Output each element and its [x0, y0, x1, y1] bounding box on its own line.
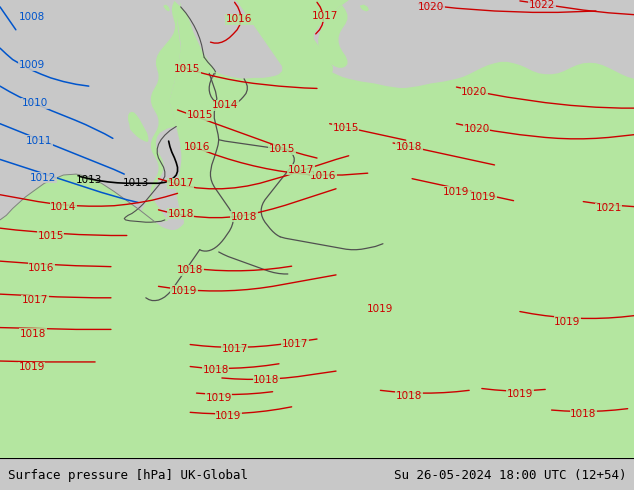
Text: 1018: 1018 — [20, 328, 46, 339]
Text: 1017: 1017 — [167, 178, 194, 188]
Text: 1019: 1019 — [205, 392, 232, 403]
Text: 1016: 1016 — [310, 172, 337, 181]
Polygon shape — [586, 280, 593, 288]
Text: 1015: 1015 — [174, 64, 200, 74]
Text: 1014: 1014 — [212, 100, 238, 110]
Text: 1018: 1018 — [253, 375, 280, 385]
Text: 1020: 1020 — [418, 2, 444, 12]
Text: 1018: 1018 — [167, 209, 194, 219]
Text: 1018: 1018 — [570, 409, 597, 419]
Text: 1018: 1018 — [177, 265, 204, 275]
Text: Surface pressure [hPa] UK-Global: Surface pressure [hPa] UK-Global — [8, 469, 248, 482]
Text: 1017: 1017 — [311, 11, 338, 21]
Text: 1020: 1020 — [461, 87, 488, 97]
Polygon shape — [578, 247, 588, 257]
Text: Su 26-05-2024 18:00 UTC (12+54): Su 26-05-2024 18:00 UTC (12+54) — [394, 469, 626, 482]
Text: 1013: 1013 — [75, 174, 102, 185]
Text: 1012: 1012 — [30, 173, 56, 183]
Polygon shape — [424, 418, 439, 429]
Polygon shape — [566, 216, 576, 224]
Text: 1019: 1019 — [554, 317, 581, 327]
Polygon shape — [550, 186, 566, 199]
Text: 1015: 1015 — [269, 145, 295, 154]
Text: 1017: 1017 — [22, 295, 48, 305]
Text: 1016: 1016 — [183, 142, 210, 151]
Text: 1009: 1009 — [18, 60, 45, 70]
Polygon shape — [318, 0, 349, 68]
Text: 1022: 1022 — [529, 0, 555, 10]
Polygon shape — [0, 0, 634, 458]
Text: 1019: 1019 — [18, 363, 45, 372]
Text: 1015: 1015 — [332, 123, 359, 133]
Text: 1021: 1021 — [595, 203, 622, 214]
Text: 1019: 1019 — [367, 304, 394, 314]
Text: 1019: 1019 — [470, 192, 496, 201]
Text: 1010: 1010 — [22, 98, 48, 108]
Polygon shape — [360, 4, 369, 11]
Text: 1011: 1011 — [26, 136, 53, 146]
Text: 1017: 1017 — [288, 165, 314, 174]
Text: 1018: 1018 — [396, 391, 422, 401]
Text: 1019: 1019 — [215, 411, 242, 420]
Text: 1008: 1008 — [18, 12, 45, 23]
Text: 1018: 1018 — [202, 365, 229, 375]
Polygon shape — [130, 1, 181, 222]
Polygon shape — [214, 414, 230, 425]
Text: 1020: 1020 — [463, 124, 490, 134]
Text: 1018: 1018 — [231, 212, 257, 221]
Text: 1019: 1019 — [443, 187, 470, 196]
Text: 1015: 1015 — [186, 110, 213, 121]
Polygon shape — [164, 4, 170, 11]
Text: 1014: 1014 — [50, 202, 77, 212]
Text: 1013: 1013 — [123, 178, 150, 188]
Text: 1017: 1017 — [281, 339, 308, 348]
Text: 1017: 1017 — [221, 344, 248, 354]
Text: 1016: 1016 — [28, 263, 55, 273]
Text: 1019: 1019 — [507, 389, 533, 399]
Text: 1018: 1018 — [396, 142, 422, 151]
Polygon shape — [128, 112, 148, 142]
Text: 1019: 1019 — [171, 286, 197, 296]
Text: 1016: 1016 — [226, 14, 252, 24]
Text: 1015: 1015 — [37, 231, 64, 242]
Polygon shape — [260, 419, 273, 428]
